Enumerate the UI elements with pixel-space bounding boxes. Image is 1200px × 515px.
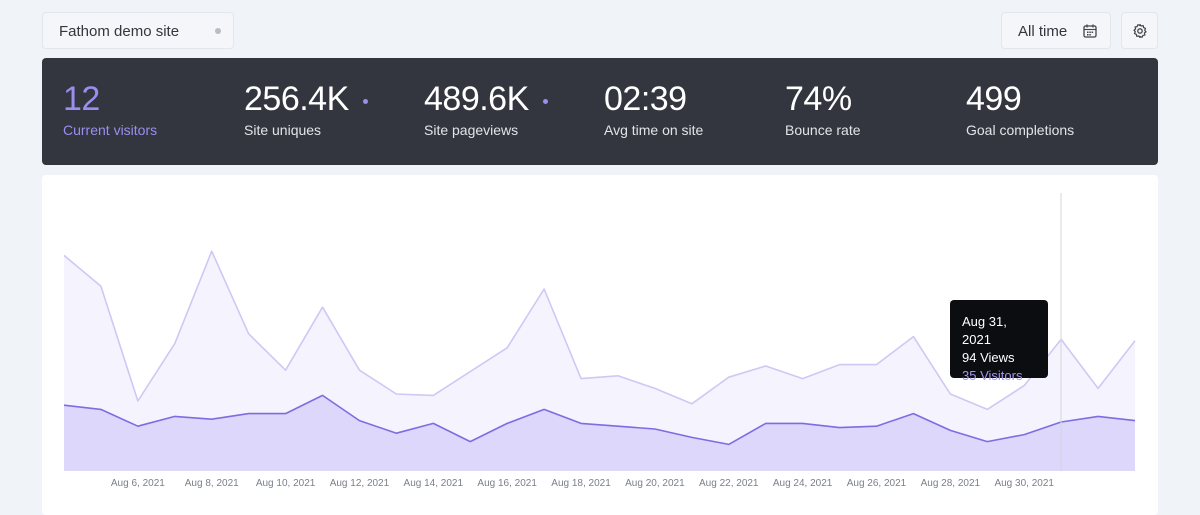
line xyxy=(63,394,1136,446)
stat-value: 02:39 xyxy=(604,80,703,118)
stat-label: Site uniques xyxy=(244,122,322,138)
stat: 12 Current visitors xyxy=(63,80,157,138)
change-dot xyxy=(362,98,368,104)
stat-value: 256.4K xyxy=(244,80,368,118)
chart-card: Aug 6, 2021 Aug 8, 2021 Aug 10, 2021 Aug 12… xyxy=(42,175,1158,515)
stat-number: 02:39 xyxy=(604,80,687,118)
x-tick-label: Aug 12, 2021 xyxy=(330,478,390,489)
change-dot xyxy=(542,98,548,104)
stat-number: 489.6K xyxy=(424,80,529,118)
x-tick-label: Aug 20, 2021 xyxy=(625,478,685,489)
tooltip: Aug 31, 2021 94 Views 35 Visitors xyxy=(950,300,1048,383)
x-tick-label: Aug 22, 2021 xyxy=(699,478,759,489)
x-tick-label: Aug 24, 2021 xyxy=(773,478,833,489)
x-tick-label: Aug 16, 2021 xyxy=(477,478,537,489)
x-tick-label: Aug 6, 2021 xyxy=(111,478,165,489)
stats-panel: 12 Current visitors 256.4K Site uniques 489.… xyxy=(42,58,1158,165)
tooltip-views: 94 Views xyxy=(962,350,1015,365)
page: Fathom demo site All time 12 Current visi… xyxy=(42,12,1158,515)
stat-value: 12 xyxy=(63,80,157,118)
stat-number: 499 xyxy=(966,80,1022,118)
site-selector[interactable]: Fathom demo site xyxy=(42,12,234,49)
stat-value: 74% xyxy=(785,80,861,118)
stat-label: Avg time on site xyxy=(604,122,704,138)
stat: 74% Bounce rate xyxy=(785,80,861,138)
line xyxy=(63,250,1136,411)
x-tick-label: Aug 14, 2021 xyxy=(404,478,464,489)
gear-icon xyxy=(1133,23,1147,39)
stat: 02:39 Avg time on site xyxy=(604,80,703,138)
stat-label: Goal completions xyxy=(966,122,1075,138)
x-tick-label: Aug 8, 2021 xyxy=(185,478,239,489)
date-range[interactable]: All time xyxy=(1001,12,1111,49)
tooltip-visitors: 35 Visitors xyxy=(962,368,1023,383)
range-label: All time xyxy=(1018,23,1068,40)
area xyxy=(64,395,1135,471)
stat: 256.4K Site uniques xyxy=(244,80,368,138)
x-tick-label: Aug 18, 2021 xyxy=(551,478,611,489)
site-name: Fathom demo site xyxy=(59,23,180,40)
x-tick-label: Aug 26, 2021 xyxy=(847,478,907,489)
stat-number: 12 xyxy=(63,80,100,118)
calendar-icon xyxy=(1083,24,1097,38)
stat-number: 256.4K xyxy=(244,80,349,118)
x-tick-label: Aug 28, 2021 xyxy=(921,478,981,489)
stat-label: Current visitors xyxy=(63,122,158,138)
stat: 489.6K Site pageviews xyxy=(424,80,548,138)
x-tick-label: Aug 30, 2021 xyxy=(994,478,1054,489)
tooltip-title: Aug 31, 2021 xyxy=(962,314,1007,347)
stat-label: Bounce rate xyxy=(785,122,861,138)
status-dot xyxy=(215,28,221,34)
stat-value: 489.6K xyxy=(424,80,548,118)
stat-value: 499 xyxy=(966,80,1074,118)
settings-button[interactable] xyxy=(1121,12,1158,49)
stat-label: Site pageviews xyxy=(424,122,519,138)
stat-number: 74% xyxy=(785,80,852,118)
stat: 499 Goal completions xyxy=(966,80,1074,138)
chart: Aug 6, 2021 Aug 8, 2021 Aug 10, 2021 Aug 12… xyxy=(63,193,1136,489)
x-tick-label: Aug 10, 2021 xyxy=(256,478,316,489)
